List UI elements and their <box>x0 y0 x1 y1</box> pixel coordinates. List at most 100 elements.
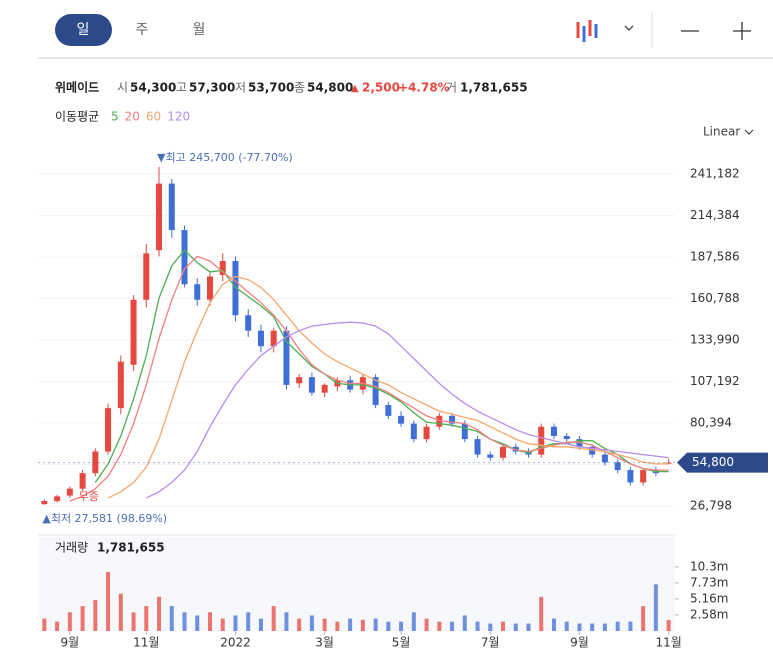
stock-info: 위메이드 시 54,300 고 57,300 저 53,700 종 54,800… <box>55 80 528 95</box>
volume-bar <box>488 623 493 631</box>
volume-tick-label: 10.3m <box>690 559 728 573</box>
ma-line <box>107 275 669 499</box>
candle-body <box>41 501 48 505</box>
value: 1,781,655 <box>460 81 528 95</box>
volume-title: 거래량 <box>55 541 88 555</box>
volume-bar <box>399 621 404 631</box>
x-tick-label: 3월 <box>315 636 334 650</box>
candle-body <box>194 284 201 300</box>
candle-body <box>143 253 150 300</box>
value: 57,300 <box>189 81 235 95</box>
legend-entry: 60 <box>146 110 161 124</box>
volume-bar <box>386 621 391 631</box>
candle-body <box>219 261 226 275</box>
x-tick-label: 9월 <box>570 636 589 650</box>
volume-bar <box>539 596 544 631</box>
x-tick-label: 7월 <box>481 636 500 650</box>
candle-body <box>270 330 277 347</box>
legend-entry: 5 <box>111 110 119 124</box>
volume-bar <box>335 621 340 631</box>
volume-bar <box>182 612 187 631</box>
volume-bar <box>246 612 251 631</box>
volume-bar <box>437 621 442 631</box>
label: 종 <box>294 81 305 95</box>
volume-bar <box>590 623 595 631</box>
candle-body <box>54 496 61 502</box>
volume-bar <box>93 599 98 631</box>
label: 저 <box>235 81 246 95</box>
volume-bar <box>55 621 60 631</box>
volume-bar <box>195 615 200 631</box>
tab[interactable]: 월 <box>193 22 206 38</box>
scale-mode[interactable]: Linear <box>703 125 740 139</box>
volume-bar <box>501 621 506 631</box>
value: 2,500 <box>362 81 400 95</box>
y-tick-label: 80,394 <box>690 416 732 430</box>
value: 54,800 <box>307 81 353 95</box>
y-tick-label: 107,192 <box>690 374 740 388</box>
candle-body <box>563 436 570 440</box>
zoom-in[interactable] <box>733 22 751 40</box>
chart-type-icon[interactable] <box>576 20 598 42</box>
x-tick-label: 5월 <box>392 636 411 650</box>
stock-name: 위메이드 <box>55 80 99 95</box>
candle-body <box>665 462 672 464</box>
volume-tick-label: 5.16m <box>690 591 728 605</box>
max-annotation: ▼최고 245,700 (-77.70%) <box>157 151 293 164</box>
tab-active-bg <box>55 14 112 46</box>
volume-bar <box>220 618 225 631</box>
candle-body <box>449 415 456 424</box>
value: +4.78% <box>398 81 450 95</box>
tab[interactable]: 일 <box>77 22 90 38</box>
candle-body <box>130 299 137 365</box>
y-tick-label: 214,384 <box>690 208 740 222</box>
candle-body <box>385 405 392 416</box>
candle-body <box>66 488 73 496</box>
volume-bar <box>615 621 620 631</box>
volume-tick-label: 2.58m <box>690 607 728 621</box>
volume-bar <box>666 619 671 631</box>
label: 시 <box>117 81 128 95</box>
volume-bar <box>67 612 72 631</box>
volume-bar <box>309 615 314 631</box>
volume-bar <box>322 618 327 631</box>
volume-bar <box>577 623 582 631</box>
volume-bar <box>169 606 174 631</box>
volume-bar <box>424 618 429 631</box>
min-annotation: ▲최저 27,581 (98.69%) <box>42 512 167 525</box>
candle-body <box>410 423 417 440</box>
volume-bar <box>653 584 658 631</box>
volume-bar <box>131 612 136 631</box>
value: 54,300 <box>130 81 176 95</box>
candle-body <box>461 423 468 440</box>
candle-body <box>398 415 405 424</box>
volume-bar <box>373 618 378 631</box>
volume-bar <box>271 606 276 631</box>
dropdown[interactable] <box>624 25 634 31</box>
candle-body <box>296 377 303 384</box>
candle-body <box>576 439 583 447</box>
candle-body <box>423 426 430 440</box>
volume-value: 1,781,655 <box>97 541 165 555</box>
candle-body <box>550 426 557 437</box>
volume-bar <box>42 618 47 631</box>
candle-body <box>92 451 99 474</box>
y-tick-label: 26,798 <box>690 499 732 513</box>
candle-body <box>283 330 290 385</box>
candle-body <box>156 183 163 251</box>
volume-bar <box>106 571 111 631</box>
candle-body <box>181 230 188 285</box>
volume-bar <box>144 606 149 631</box>
ma-title: 이동평균 <box>55 110 99 124</box>
volume-bar <box>360 619 365 631</box>
dropdown[interactable] <box>744 129 754 135</box>
volume-bar <box>462 615 467 631</box>
volume-bar <box>564 621 569 631</box>
event-annotation: 무증 <box>79 490 99 503</box>
tab[interactable]: 주 <box>136 22 149 38</box>
value: 53,700 <box>248 81 294 95</box>
x-tick-label: 9월 <box>61 636 80 650</box>
candle-body <box>308 377 315 393</box>
volume-tick-label: 7.73m <box>690 575 728 589</box>
